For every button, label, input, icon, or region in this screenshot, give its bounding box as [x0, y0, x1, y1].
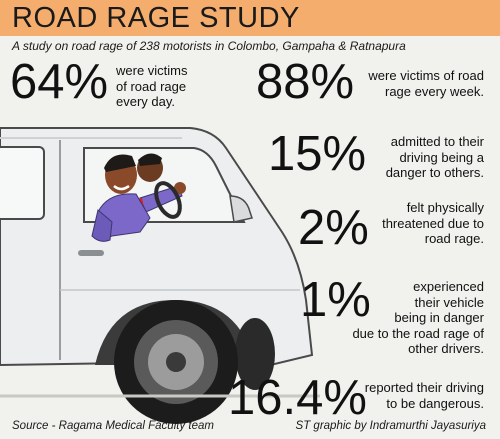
stat-desc-threatened: felt physically threatened due to road r…	[382, 200, 484, 246]
stat-value-dangerous-driving: 16.4%	[228, 371, 367, 425]
page-title: ROAD RAGE STUDY	[12, 2, 300, 34]
stat-desc-vehicle-danger: experienced their vehicle being in dange…	[352, 279, 484, 356]
stat-value-danger-to-others: 15%	[268, 127, 367, 181]
stat-value-threatened: 2%	[298, 201, 369, 255]
stat-value-vehicle-danger: 1%	[300, 273, 371, 327]
stat-value-weekly: 88%	[256, 55, 355, 109]
title-bar	[0, 0, 500, 36]
driver-illustration	[91, 153, 186, 242]
stat-desc-weekly: were victims of road rage every week.	[368, 68, 484, 99]
stat-desc-dangerous-driving: reported their driving to be dangerous.	[364, 380, 484, 411]
graphic-credit: ST graphic by Indramurthi Jayasuriya	[295, 420, 486, 432]
stat-value-daily: 64%	[10, 55, 109, 109]
page-subtitle: A study on road rage of 238 motorists in…	[12, 39, 406, 53]
stat-desc-danger-to-others: admitted to their driving being a danger…	[385, 134, 484, 180]
source-credit: Source - Ragama Medical Faculty team	[12, 420, 214, 432]
stat-desc-daily: were victims of road rage every day.	[116, 63, 188, 109]
